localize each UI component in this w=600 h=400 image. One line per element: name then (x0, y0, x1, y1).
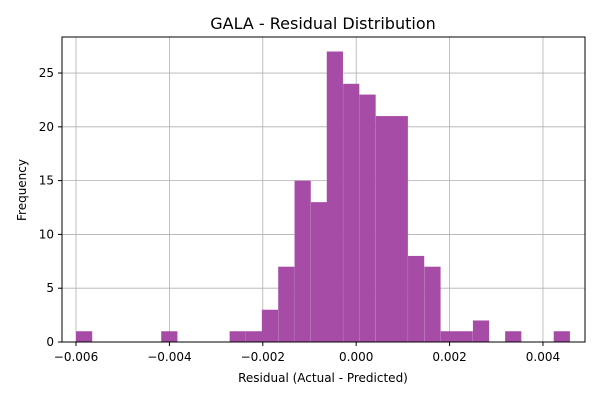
plot-frame (61, 36, 586, 343)
x-tick-label: −0.004 (147, 350, 191, 364)
x-tick-label: 0.004 (526, 350, 560, 364)
histogram-bar (424, 266, 441, 342)
histogram-bar (278, 266, 295, 342)
x-axis-ticks: −0.006 −0.004 −0.002 0.000 0.002 0.004 (54, 342, 560, 364)
y-tick-label: 10 (39, 227, 54, 241)
histogram-bar (229, 331, 246, 342)
x-tick-label: 0.002 (432, 350, 466, 364)
y-tick-label: 5 (46, 281, 54, 295)
chart-title: GALA - Residual Distribution (210, 14, 436, 33)
histogram-bar (391, 116, 408, 343)
histogram-bar (161, 331, 178, 342)
x-tick-label: 0.000 (339, 350, 373, 364)
histogram-bar (76, 331, 93, 342)
histogram-bar (294, 180, 311, 342)
histogram-bar (310, 202, 328, 342)
histogram-bar (505, 331, 522, 342)
histogram-bar (343, 83, 360, 342)
y-tick-label: 0 (46, 335, 54, 349)
histogram-bar (440, 331, 457, 342)
histogram-bar (553, 331, 570, 342)
y-tick-label: 25 (39, 66, 54, 80)
histogram-bar (245, 331, 263, 342)
y-tick-label: 15 (39, 174, 54, 188)
y-axis-ticks: 0 5 10 15 20 25 (39, 66, 62, 349)
x-axis-label: Residual (Actual - Predicted) (238, 371, 408, 385)
x-tick-label: −0.002 (241, 350, 285, 364)
histogram-bar (375, 116, 393, 343)
y-axis-label: Frequency (15, 159, 29, 221)
histogram-bar (261, 309, 279, 342)
histogram-bar (408, 255, 425, 342)
bars-group (76, 51, 570, 343)
y-tick-label: 20 (39, 120, 54, 134)
histogram-bar (472, 320, 490, 342)
histogram-bar (359, 94, 376, 343)
histogram-bar (326, 51, 343, 343)
histogram-bar (456, 331, 473, 342)
x-tick-label: −0.006 (54, 350, 98, 364)
